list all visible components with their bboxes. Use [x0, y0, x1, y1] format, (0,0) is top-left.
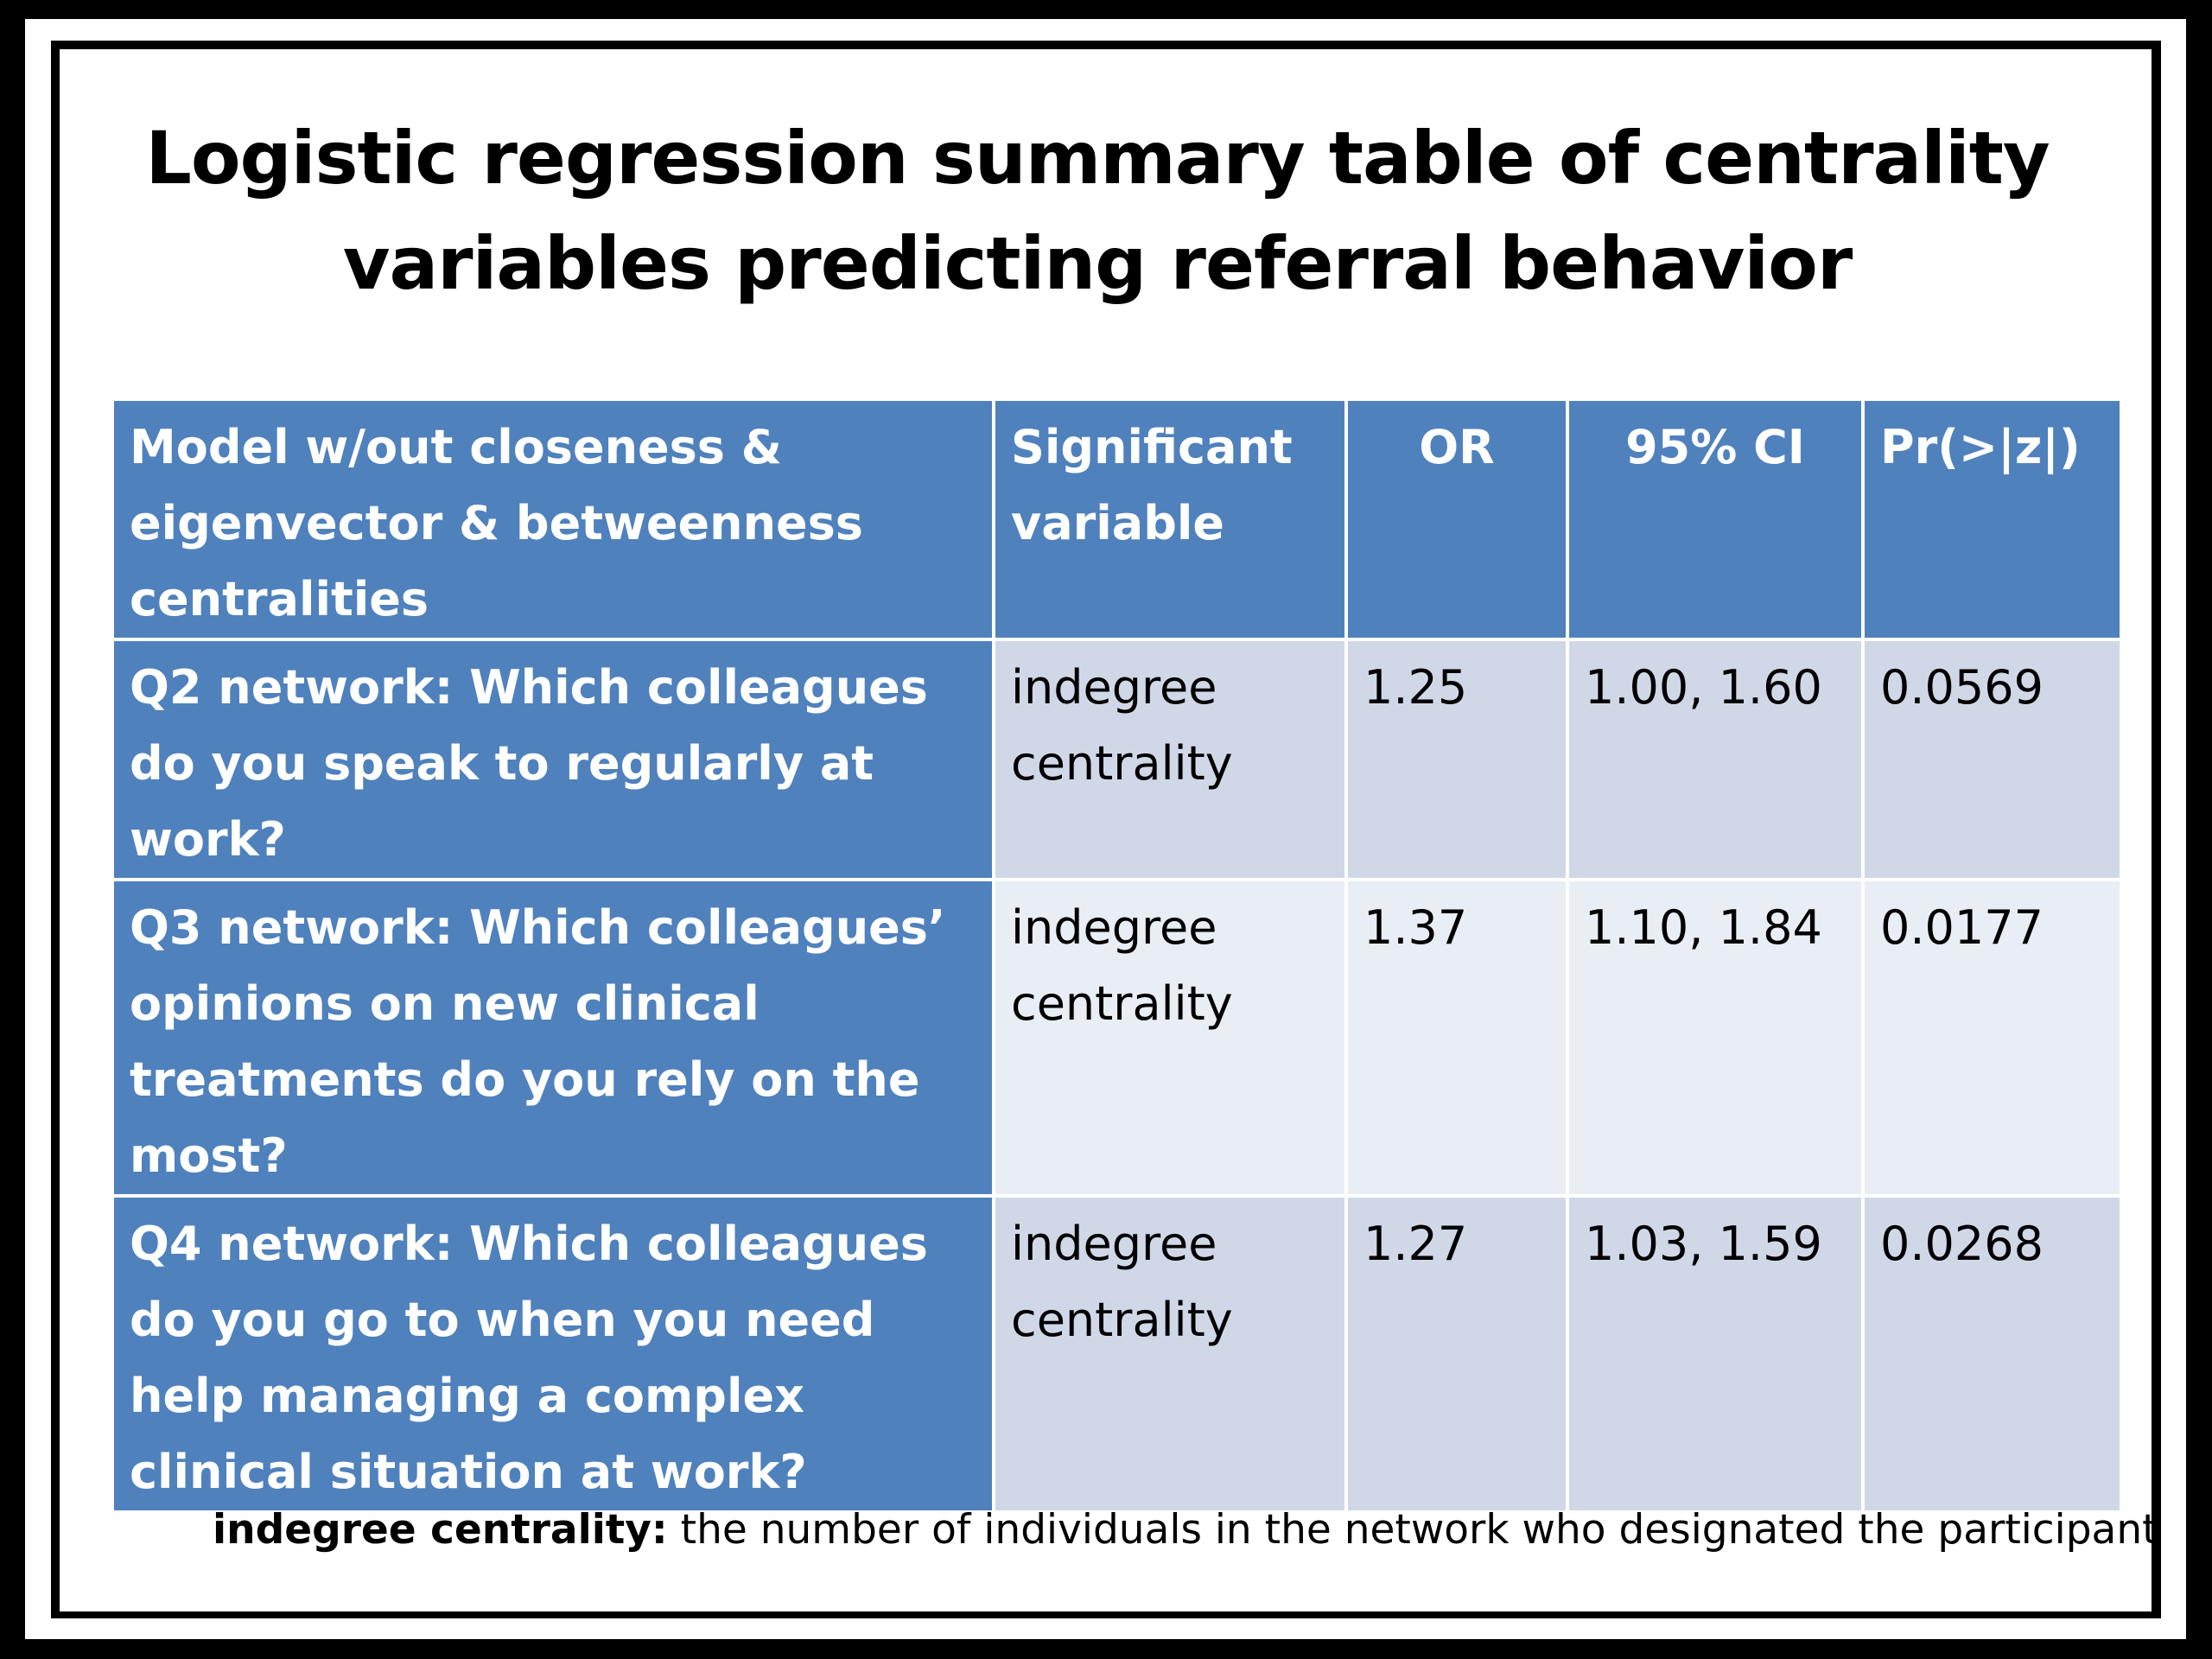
header-p-value: Pr(>|z|): [1861, 397, 2123, 641]
or-cell: 1.37: [1344, 878, 1569, 1198]
table-header-row: Model w/out closeness & eigenvector & be…: [111, 397, 2123, 641]
or-cell: 1.25: [1344, 638, 1569, 881]
p-value-cell: 0.0268: [1861, 1194, 2123, 1514]
header-significant-variable: Significant variable: [992, 397, 1348, 641]
ci-cell: 1.10, 1.84: [1566, 878, 1865, 1198]
title-line-2: variables predicting referral behavior: [342, 221, 1853, 306]
p-value-cell: 0.0177: [1861, 878, 2123, 1198]
regression-summary-table: Model w/out closeness & eigenvector & be…: [111, 397, 2123, 1514]
or-cell: 1.27: [1344, 1194, 1569, 1514]
title-line-1: Logistic regression summary table of cen…: [145, 116, 2050, 200]
footnote-term: indegree centrality:: [213, 1506, 668, 1554]
variable-cell: indegree centrality: [992, 878, 1348, 1198]
variable-cell: indegree centrality: [992, 1194, 1348, 1514]
slide-title: Logistic regression summary table of cen…: [104, 105, 2091, 316]
model-cell: Q3 network: Which colleagues’ opinions o…: [111, 878, 995, 1198]
ci-cell: 1.00, 1.60: [1566, 638, 1865, 881]
p-value-cell: 0.0569: [1861, 638, 2123, 881]
ci-cell: 1.03, 1.59: [1566, 1194, 1865, 1514]
header-or: OR: [1344, 397, 1569, 641]
footnote: indegree centrality: the number of indiv…: [213, 1500, 2158, 1560]
model-cell: Q2 network: Which colleagues do you spea…: [111, 638, 995, 881]
table-row: Q4 network: Which colleagues do you go t…: [111, 1194, 2123, 1514]
variable-cell: indegree centrality: [992, 638, 1348, 881]
header-ci: 95% CI: [1566, 397, 1865, 641]
table-row: Q2 network: Which colleagues do you spea…: [111, 638, 2123, 881]
table-row: Q3 network: Which colleagues’ opinions o…: [111, 878, 2123, 1198]
header-model: Model w/out closeness & eigenvector & be…: [111, 397, 995, 641]
model-cell: Q4 network: Which colleagues do you go t…: [111, 1194, 995, 1514]
footnote-definition: the number of individuals in the network…: [667, 1506, 2158, 1554]
